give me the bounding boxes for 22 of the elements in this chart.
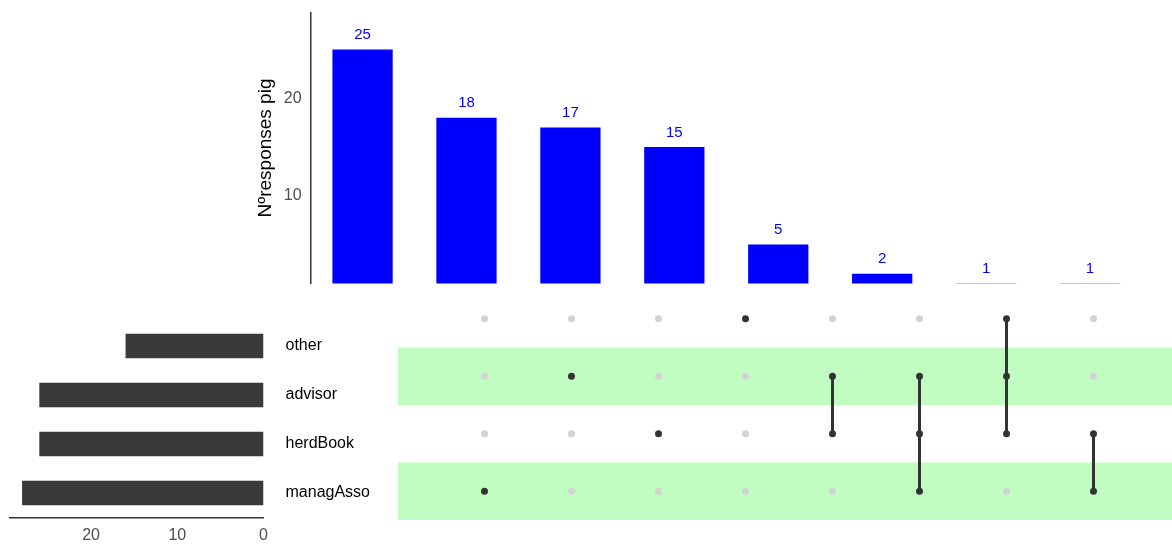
x-tick-label: 0 xyxy=(259,526,269,544)
y-tick-label: 10 xyxy=(283,186,302,204)
data-label: 17 xyxy=(562,103,579,121)
y-tick-label: other xyxy=(285,336,323,354)
data-label: 1 xyxy=(981,259,991,277)
data-label: 18 xyxy=(458,93,475,111)
data-label: 1 xyxy=(1085,259,1095,277)
bar xyxy=(125,333,264,359)
bar xyxy=(39,382,264,408)
data-label: 15 xyxy=(665,122,683,140)
y-tick-label: advisor xyxy=(285,385,338,403)
data-label: 2 xyxy=(878,249,887,267)
y-axis-title: Nºresponses pig xyxy=(253,78,275,218)
y-tick-label: 20 xyxy=(283,88,302,106)
y-tick-label: herdBook xyxy=(285,434,355,452)
data-label: 5 xyxy=(774,220,783,238)
bar xyxy=(22,480,264,506)
y-tick-label: managAsso xyxy=(285,483,371,501)
bar xyxy=(39,431,264,457)
x-tick-label: 10 xyxy=(168,526,187,544)
x-tick-label: 20 xyxy=(82,526,101,544)
data-label: 25 xyxy=(354,25,371,43)
